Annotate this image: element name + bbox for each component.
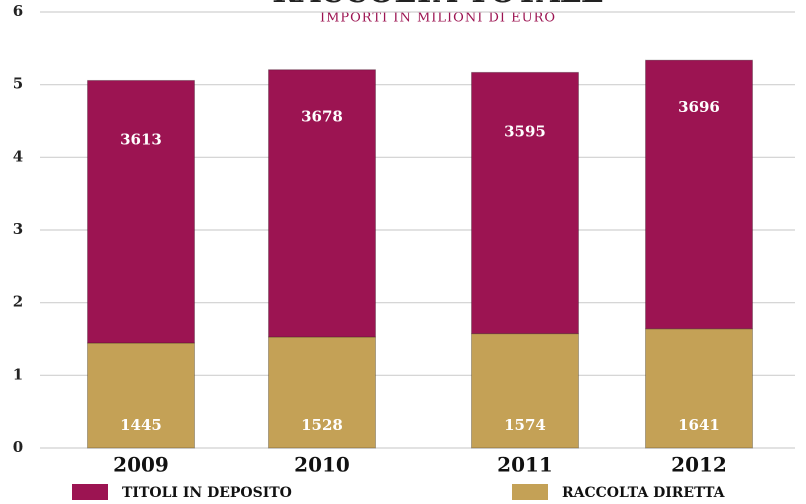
chart-subtitle: IMPORTI IN MILIONI DI EURO	[320, 11, 556, 26]
x-tick-label: 2009	[113, 453, 169, 477]
bar-segment	[471, 333, 579, 449]
x-tick-label: 2010	[294, 453, 350, 477]
y-tick-label: 3	[13, 220, 23, 238]
data-label: 1445	[120, 416, 162, 434]
data-label: 1574	[504, 416, 546, 434]
legend-swatch	[72, 484, 108, 500]
data-label: 3595	[504, 122, 546, 140]
x-tick-label: 2012	[671, 453, 727, 477]
bar-segment	[471, 71, 579, 335]
y-tick-label: 0	[13, 438, 23, 456]
data-label: 1641	[678, 416, 720, 434]
bar-segment	[645, 328, 753, 449]
y-tick-label: 2	[13, 293, 23, 311]
y-tick-label: 5	[13, 75, 23, 93]
y-tick-label: 1	[13, 365, 23, 383]
data-label: 1528	[301, 416, 343, 434]
bar-segment	[268, 336, 376, 449]
data-label: 3613	[120, 130, 162, 148]
chart-title: RACCOLTA TOTALE	[272, 0, 604, 10]
data-label: 3696	[678, 98, 720, 116]
bar-segment	[645, 59, 753, 330]
legend-swatch	[512, 484, 548, 500]
data-label: 3678	[301, 108, 343, 126]
y-tick-label: 4	[13, 147, 23, 165]
legend-label: RACCOLTA DIRETTA	[562, 485, 726, 501]
bar-segment	[87, 79, 195, 344]
x-tick-label: 2011	[497, 453, 553, 477]
legend-label: TITOLI IN DEPOSITO	[122, 485, 292, 501]
y-tick-label: 6	[13, 2, 23, 20]
bar-segment	[268, 69, 376, 338]
